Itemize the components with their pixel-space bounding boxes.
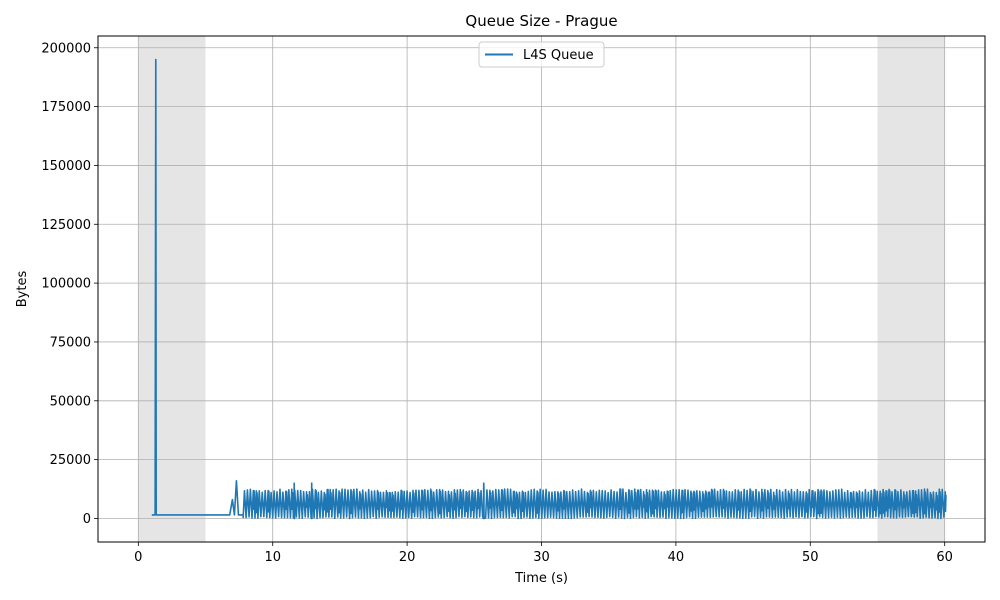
series-line-l4s-queue (151, 58, 947, 520)
y-tick-label: 0 (83, 512, 91, 527)
y-tick-label: 125000 (41, 218, 91, 233)
shaded-region-1 (877, 36, 945, 542)
y-tick-label: 200000 (41, 41, 91, 56)
shaded-region-0 (138, 36, 206, 542)
axis-ticks: 0 10 20 30 40 50 60 0 25000 50000 75000 100000 12500… (41, 41, 953, 565)
legend-label-l4s-queue: L4S Queue (523, 48, 594, 63)
y-tick-label: 150000 (41, 159, 91, 174)
x-tick-label: 0 (134, 550, 142, 565)
x-tick-label: 10 (264, 550, 281, 565)
y-tick-label: 25000 (50, 453, 91, 468)
x-tick-label: 30 (533, 550, 550, 565)
x-tick-label: 40 (668, 550, 685, 565)
legend: L4S Queue (478, 41, 605, 68)
x-axis-label: Time (s) (514, 571, 568, 586)
legend-box (478, 41, 605, 68)
x-tick-label: 20 (399, 550, 416, 565)
y-axis-label: Bytes (15, 271, 30, 308)
chart-title: Queue Size - Prague (465, 12, 617, 30)
x-tick-label: 50 (802, 550, 819, 565)
series-layer (151, 58, 947, 520)
y-tick-label: 100000 (41, 277, 91, 292)
y-tick-label: 75000 (50, 335, 91, 350)
y-tick-label: 175000 (41, 100, 91, 115)
x-tick-label: 60 (936, 550, 953, 565)
y-tick-label: 50000 (50, 394, 91, 409)
shaded-regions (138, 36, 945, 542)
